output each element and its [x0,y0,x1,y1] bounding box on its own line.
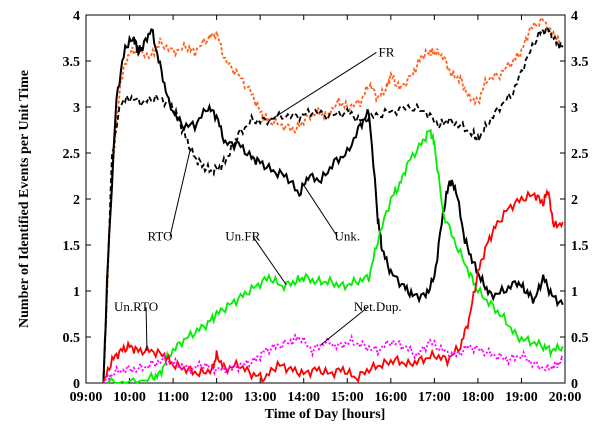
y-tick-label-right: 0 [571,377,578,392]
annotation-leader [145,307,148,351]
annotation-leader [268,51,377,122]
series-line-unk [102,28,564,384]
y-tick-label-left: 1.5 [63,239,81,254]
annotation-leader [303,184,338,237]
x-tick-label: 10:00 [113,390,146,405]
y-tick-label-left: 1 [73,285,80,300]
x-axis-ticks: 09:00 10:00 11:00 12:00 13:00 14:00 15:00 16:00… [70,15,582,405]
series-layer [102,15,564,385]
x-tick-label: 11:00 [157,390,189,405]
x-tick-label: 16:00 [374,390,407,405]
y-tick-label-right: 2 [571,193,578,208]
x-tick-label: 19:00 [505,390,538,405]
y-tick-label-left: 2 [73,193,80,208]
annotation-label: Un.FR [225,228,260,243]
annotation-leader [320,306,369,346]
annotation-label: FR [379,44,395,59]
x-tick-label: 18:00 [462,390,495,405]
x-axis-title: Time of Day [hours] [265,407,386,422]
series-line-netdup [103,332,564,384]
x-tick-label: 20:00 [549,390,582,405]
y-tick-label-right: 2.5 [571,147,589,162]
x-tick-label: 13:00 [244,390,277,405]
y-tick-label-left: 2.5 [63,147,81,162]
y-tick-label-right: 3 [571,101,578,116]
x-tick-label: 17:00 [418,390,451,405]
y-tick-label-left: 0.5 [63,331,81,346]
y-axis-title: Number of Identified Events per Unit Tim… [17,70,32,328]
x-tick-label: 12:00 [200,390,233,405]
series-line-fr [102,15,561,384]
y-tick-label-left: 0 [73,377,80,392]
y-tick-label-right: 1.5 [571,239,589,254]
series-line-unrto [102,188,564,384]
y-tick-label-left: 3.5 [63,55,81,70]
x-tick-label: 09:00 [70,390,103,405]
annotation-label: Unk. [334,228,360,243]
annotation-layer: FR RTO Unk. Un.FR Un.RTO Net.Dup. [114,44,402,351]
annotation-label: Net.Dup. [354,299,402,314]
y-axis-ticks: 0 0 0.5 0.5 1 1 1.5 1.5 2 2 2.5 2.5 3 3 3.5 3.5 4 4 [63,9,589,392]
y-tick-label-left: 4 [73,9,80,24]
y-tick-label-right: 4 [571,9,578,24]
plot-frame [85,14,566,384]
annotation-label: RTO [148,228,173,243]
y-tick-label-right: 1 [571,285,578,300]
annotation-leader [169,148,191,237]
y-tick-label-right: 0.5 [571,331,589,346]
annotation-label: Un.RTO [114,299,158,314]
x-tick-label: 14:00 [287,390,320,405]
y-tick-label-right: 3.5 [571,55,589,70]
y-tick-label-left: 3 [73,101,80,116]
series-line-rto [102,25,564,384]
annotation-leader [252,236,287,286]
x-tick-label: 15:00 [331,390,364,405]
series-line-unfr [107,128,564,385]
